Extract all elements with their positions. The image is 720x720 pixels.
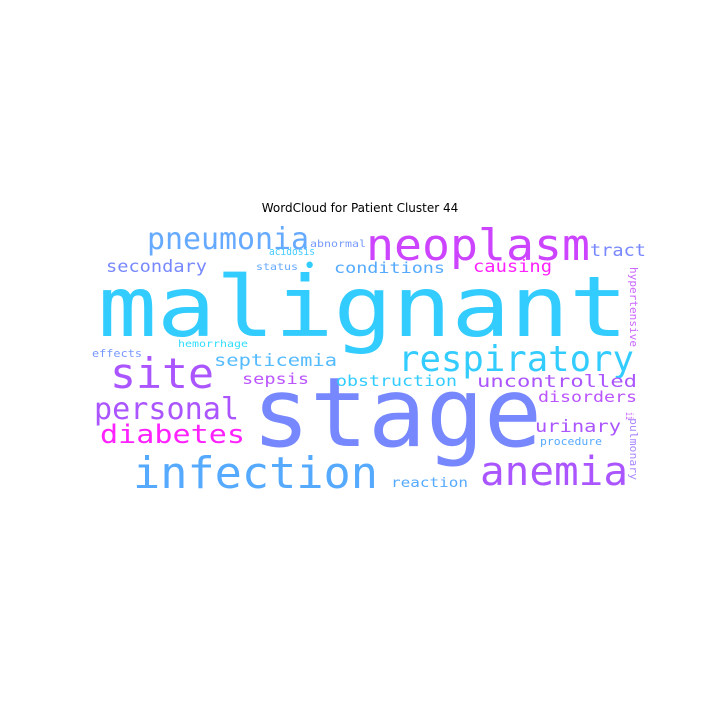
word-site: site (110, 349, 214, 398)
word-sepsis: sepsis (242, 370, 309, 388)
word-pneumonia: pneumonia (147, 222, 309, 257)
word-reaction: reaction (391, 476, 468, 491)
word-secondary: secondary (106, 257, 207, 277)
word-septicemia: septicemia (214, 351, 337, 371)
word-conditions: conditions (334, 259, 445, 277)
word-infection: infection (133, 448, 378, 499)
word-dot: • (303, 254, 316, 279)
word-status: status (256, 262, 298, 273)
word-personal: personal (94, 392, 239, 427)
word-uncontrolled: uncontrolled (477, 372, 637, 392)
word-malignant: malignant (98, 258, 628, 356)
word-tract: tract (590, 241, 646, 261)
word-diabetes: diabetes (100, 420, 245, 450)
word-ii: ii (623, 412, 636, 420)
chart-title: WordCloud for Patient Cluster 44 (261, 201, 459, 215)
word-pulmonary: pulmonary (627, 418, 640, 480)
word-urinary: urinary (535, 417, 621, 437)
word-acidosis: acidosis (269, 245, 315, 258)
word-respiratory: respiratory (398, 339, 634, 380)
word-anemia: anemia (480, 449, 628, 495)
word-neoplasm: neoplasm (366, 220, 590, 271)
word-procedure: procedure (540, 435, 602, 448)
word-hemorrhage: hemorrhage (178, 339, 248, 350)
word-abnormal: abnormal (310, 239, 366, 250)
word-stage: stage (252, 357, 542, 469)
word-hypertensive: hypertensive (627, 267, 640, 347)
word-disorders: disorders (538, 388, 637, 406)
word-causing: causing (473, 257, 552, 277)
word-obstruction: obstruction (336, 372, 457, 390)
word-effects: effects (92, 347, 142, 360)
